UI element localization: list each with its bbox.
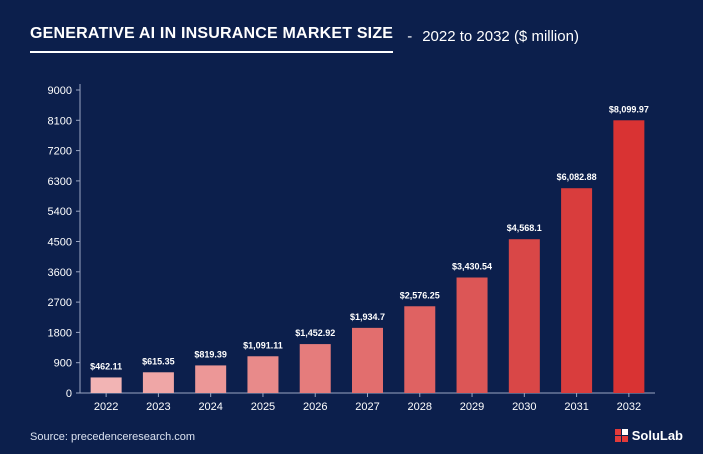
x-tick-label-2027: 2027 [355, 401, 379, 413]
bar-2030 [508, 239, 540, 393]
bar-2031 [561, 188, 593, 393]
bar-2026 [299, 344, 331, 393]
y-tick-label: 6300 [48, 176, 72, 188]
data-label-2030: $4,568.1 [507, 223, 542, 233]
x-tick-label-2032: 2032 [617, 401, 641, 413]
bar-2023 [142, 372, 174, 393]
y-tick-label: 7200 [48, 146, 72, 158]
x-tick-label-2026: 2026 [303, 401, 327, 413]
chart-header: GENERATIVE AI IN INSURANCE MARKET SIZE -… [30, 22, 579, 53]
x-tick-label-2024: 2024 [198, 401, 222, 413]
brand-name: SoluLab [631, 428, 683, 443]
y-tick-label: 3600 [48, 267, 72, 279]
x-tick-label-2028: 2028 [408, 401, 432, 413]
y-tick-label: 5400 [48, 206, 72, 218]
data-label-2032: $8,099.97 [609, 104, 649, 114]
brand-logo: SoluLab [614, 428, 683, 443]
x-tick-label-2031: 2031 [564, 401, 588, 413]
bar-2025 [247, 356, 279, 393]
chart-title-text: GENERATIVE AI IN INSURANCE MARKET SIZE [30, 25, 394, 42]
x-tick-label-2025: 2025 [251, 401, 275, 413]
y-tick-label: 8100 [48, 115, 72, 127]
bar-2022 [90, 377, 122, 393]
title-separator: - [407, 27, 413, 45]
data-label-2022: $462.11 [90, 361, 122, 371]
bar-2032 [613, 120, 645, 393]
data-label-2028: $2,576.25 [400, 290, 440, 300]
bar-2024 [195, 365, 227, 393]
data-label-2026: $1,452.92 [295, 328, 335, 338]
chart-title: GENERATIVE AI IN INSURANCE MARKET SIZE [30, 25, 394, 53]
source-note: Source: precedenceresearch.com [30, 431, 196, 443]
x-tick-label-2022: 2022 [94, 401, 118, 413]
y-tick-label: 4500 [48, 237, 72, 249]
bar-2029 [456, 277, 488, 393]
data-label-2029: $3,430.54 [452, 262, 492, 272]
y-tick-label: 0 [66, 388, 72, 400]
bar-2027 [352, 327, 383, 393]
data-label-2023: $615.35 [142, 356, 175, 366]
title-underline [30, 51, 394, 53]
data-label-2025: $1,091.11 [243, 340, 283, 350]
chart-subtitle: 2022 to 2032 ($ million) [422, 27, 579, 45]
x-tick-label-2029: 2029 [460, 401, 484, 413]
solulab-logo-icon [614, 429, 628, 442]
y-tick-label: 9000 [48, 85, 72, 97]
data-label-2024: $819.39 [194, 349, 227, 359]
x-tick-label-2030: 2030 [512, 401, 536, 413]
x-tick-label-2023: 2023 [146, 401, 170, 413]
bar-2028 [404, 306, 436, 393]
data-label-2027: $1,934.7 [350, 312, 385, 322]
y-tick-label: 1800 [48, 327, 72, 339]
y-tick-label: 2700 [48, 297, 72, 309]
data-label-2031: $6,082.88 [557, 172, 597, 182]
y-tick-label: 900 [54, 358, 72, 370]
